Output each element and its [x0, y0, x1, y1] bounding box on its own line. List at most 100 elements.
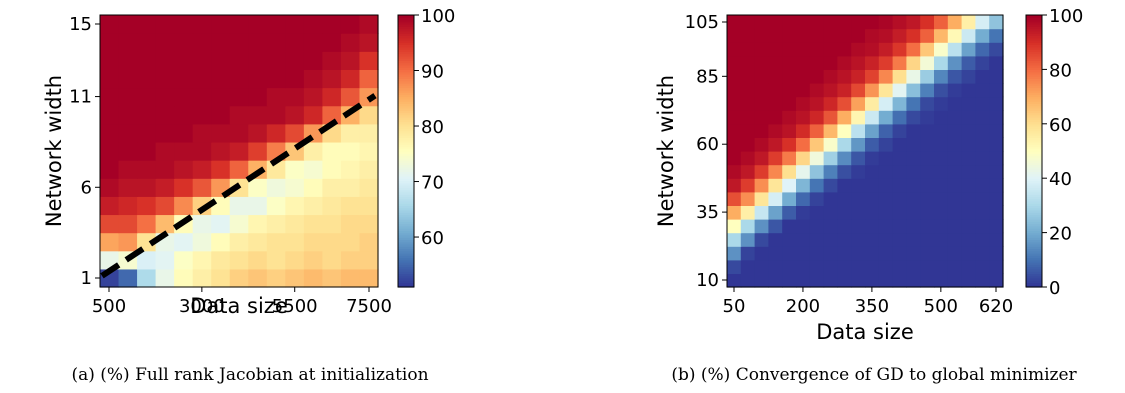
heatmap-b-colorbar-step [1026, 94, 1042, 98]
heatmap-a-cell [229, 123, 249, 143]
heatmap-a-colorbar-step [398, 49, 414, 52]
heatmap-b-cell [768, 164, 783, 179]
heatmap-b-colorbar-step [1026, 203, 1042, 206]
heatmap-b-cell [754, 15, 769, 30]
heatmap-a-colorbar-step [398, 119, 414, 123]
heatmap-b-cell [906, 28, 921, 43]
heatmap-b-cell [865, 178, 880, 193]
heatmap-b-colorbar-step [1026, 105, 1042, 109]
heatmap-b-colorbar-step [1026, 180, 1042, 184]
heatmap-a-colorbar-step [398, 73, 414, 77]
heatmap-b-cell [975, 42, 990, 57]
heatmap-a-cell [359, 268, 379, 288]
heatmap-b-cell [851, 232, 866, 247]
heatmap-b-cell [934, 178, 949, 193]
heatmap-b-cell [906, 55, 921, 70]
heatmap-a-colorbar-step [398, 44, 414, 48]
heatmap-b-cell [865, 219, 880, 234]
heatmap-b-cell [768, 42, 783, 57]
heatmap-b-cell [892, 259, 907, 274]
heatmap-a-cell [322, 250, 342, 270]
heatmap-a-cell [229, 87, 249, 107]
heatmap-a-colorbar-step [398, 151, 414, 154]
heatmap-b-cell [920, 28, 935, 43]
heatmap-b-colorbar-step [1026, 146, 1042, 150]
heatmap-a-cell [192, 33, 212, 52]
heatmap-a-colorbar-step [398, 83, 414, 86]
heatmap-b-cell [837, 164, 852, 179]
heatmap-b-cell [947, 205, 963, 220]
heatmap-a-cell [100, 51, 120, 70]
heatmap-b-cell [920, 69, 935, 84]
heatmap-a-cell [248, 15, 268, 34]
heatmap-a-cell [155, 178, 175, 197]
heatmap-b-cell [865, 28, 880, 43]
heatmap-b-cell [920, 164, 935, 179]
heatmap-b-cell [754, 151, 769, 166]
heatmap-a-cell [340, 33, 361, 52]
heatmap-b-cell [837, 15, 852, 30]
heatmap-b-colorbar-step [1026, 135, 1042, 138]
heatmap-a-colorbar-step [398, 155, 414, 159]
heatmap-b-colorbar-step [1026, 175, 1042, 179]
heatmap-b-cell [989, 205, 1004, 220]
heatmap-a-cell [322, 214, 342, 234]
heatmap-b-cell [740, 205, 756, 220]
heatmap-b-cell [920, 96, 935, 111]
heatmap-b-cell [809, 164, 825, 179]
heatmap-a-cell [229, 69, 249, 89]
heatmap-a-cell [303, 268, 323, 288]
heatmap-a-cell [266, 87, 286, 107]
heatmap-a-colorbar-step [398, 58, 414, 61]
heatmap-b-cell [837, 273, 852, 288]
heatmap-a-cell [229, 232, 249, 252]
heatmap-b-cell [851, 259, 866, 274]
heatmap-b-cell [947, 15, 963, 30]
heatmap-b-colorbar-step [1026, 169, 1042, 172]
heatmap-a-cell [248, 123, 268, 143]
heatmap-a-cell [137, 268, 157, 288]
heatmap-b-cell [782, 191, 797, 206]
heatmap-b-cell [989, 15, 1004, 30]
heatmap-b-cell [989, 259, 1004, 274]
heatmap-b-cell [934, 42, 949, 57]
heatmap-a-colorbar-label: 70 [421, 173, 444, 194]
heatmap-a-cell [192, 160, 212, 179]
heatmap-b-cell [851, 123, 866, 138]
heatmap-a-cell [359, 69, 379, 89]
heatmap-a-colorbar-label: 60 [421, 228, 444, 249]
heatmap-b-cell [947, 219, 963, 234]
heatmap-b-xtick-label: 620 [979, 296, 1013, 317]
heatmap-b-colorbar-step [1026, 214, 1042, 218]
heatmap-b-colorbar-step [1026, 191, 1042, 195]
heatmap-a-cell [118, 232, 138, 252]
heatmap-b-cell [878, 28, 894, 43]
heatmap-b-cell [796, 246, 811, 261]
heatmap-b-cell [865, 96, 880, 111]
heatmap-b-cell [865, 164, 880, 179]
heatmap-a-cell [211, 232, 231, 252]
heatmap-b-cell [961, 232, 976, 247]
heatmap-a-ytick-label: 6 [81, 177, 92, 198]
heatmap-b-colorbar-step [1026, 166, 1042, 170]
heatmap-a-colorbar-step [398, 135, 414, 138]
heatmap-b-cell [961, 69, 976, 84]
heatmap-a-colorbar-step [398, 33, 414, 36]
heatmap-b-colorbar-step [1026, 232, 1042, 236]
heatmap-b-cell [754, 96, 769, 111]
heatmap-b-cell [975, 191, 990, 206]
heatmap-b-cell [920, 123, 935, 138]
heatmap-b-colorbar-step [1026, 132, 1042, 136]
heatmap-b-cell [727, 219, 742, 234]
heatmap-b-colorbar-step [1026, 277, 1042, 281]
heatmap-b-colorbar-step [1026, 194, 1042, 197]
heatmap-b-cell [906, 232, 921, 247]
heatmap-b-colorbar-step [1026, 198, 1042, 202]
heatmap-b-cell [934, 28, 949, 43]
heatmap-a-cell [322, 87, 342, 107]
heatmap-panel-a: 500 3000 5500 7500 1 6 11 15 Data size Network … [42, 6, 455, 385]
heatmap-b-cell [809, 273, 825, 288]
heatmap-b-cell [920, 42, 935, 57]
heatmap-b-colorbar-step [1026, 284, 1042, 288]
heatmap-a-cell [266, 105, 286, 125]
